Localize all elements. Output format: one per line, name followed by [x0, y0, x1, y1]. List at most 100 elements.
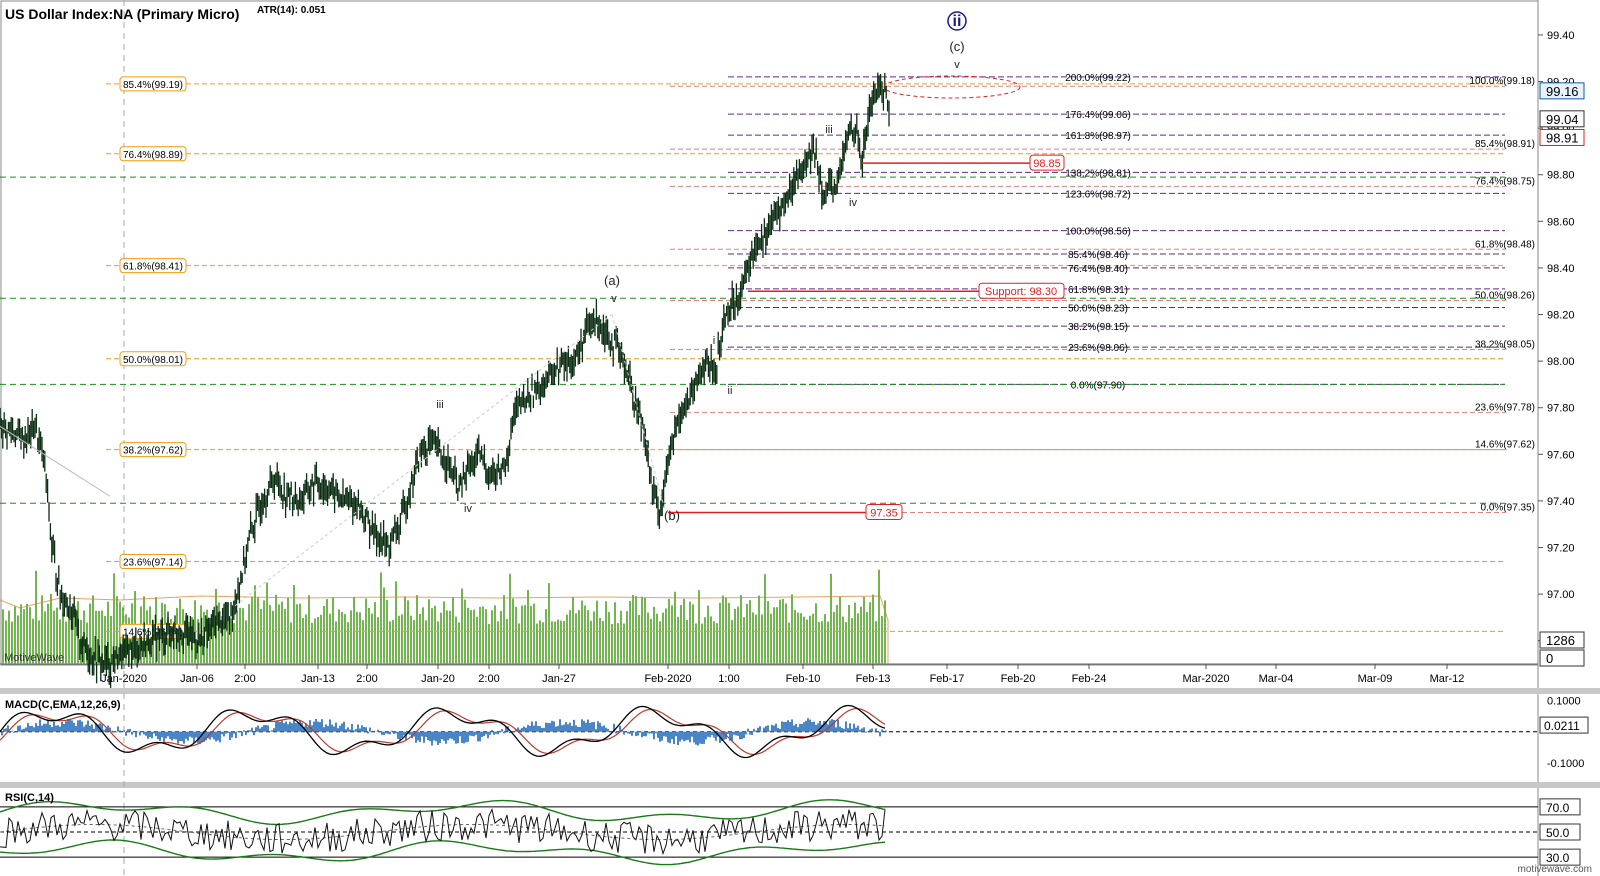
volume-bar	[860, 606, 862, 664]
volume-bar	[617, 623, 619, 664]
volume-bar	[47, 603, 49, 664]
volume-bar	[584, 605, 586, 664]
volume-bar	[20, 604, 22, 664]
volume-bar	[272, 610, 274, 664]
macd-last-value: 0.0211	[1544, 719, 1580, 733]
volume-bar	[587, 610, 589, 664]
volume-bar	[353, 596, 355, 664]
macd-title: MACD(C,EMA,12,26,9)	[5, 699, 121, 711]
volume-bar	[266, 582, 268, 664]
volume-bar	[248, 604, 250, 664]
volume-bar	[368, 607, 370, 664]
volume-bar	[875, 621, 877, 664]
volume-bar	[230, 618, 232, 664]
volume-bar	[296, 604, 298, 664]
volume-bar	[854, 602, 856, 664]
volume-bar	[446, 610, 448, 664]
volume-bar	[566, 614, 568, 664]
volume-bar	[620, 610, 622, 664]
volume-bar	[410, 615, 412, 664]
volume-bar	[389, 621, 391, 664]
volume-bar	[659, 621, 661, 664]
x-tick-label: Feb-20	[1001, 673, 1036, 685]
volume-bar	[845, 622, 847, 664]
wave-label: iii	[436, 399, 443, 411]
fib-label: 61.8%(98.41)	[123, 262, 183, 273]
volume-bar	[755, 614, 757, 664]
volume-bar	[551, 621, 553, 664]
volume-bar	[539, 620, 541, 664]
volume-bar	[332, 597, 334, 664]
volume-bar	[569, 610, 571, 664]
volume-bar	[611, 623, 613, 664]
volume-bar	[137, 623, 139, 664]
last-value-tag	[1539, 110, 1585, 128]
volume-bar	[839, 596, 841, 664]
volume-bar	[836, 605, 838, 664]
volume-bar	[416, 595, 418, 664]
volume-bar	[254, 585, 256, 664]
volume-bar	[554, 621, 556, 664]
volume-bar	[227, 621, 229, 664]
volume-bar	[383, 587, 385, 664]
volume-bar	[701, 623, 703, 664]
volume-bar	[56, 607, 58, 664]
macd-tick-label: -0.1000	[1547, 758, 1584, 770]
volume-bar	[422, 607, 424, 664]
green-levels	[0, 176, 1505, 504]
volume-bar	[542, 622, 544, 664]
volume-bar	[635, 596, 637, 664]
volume-bar	[218, 602, 220, 664]
fib-ext-label: 50.0%(98.23)	[1068, 304, 1128, 315]
volume-bar	[491, 610, 493, 664]
volume-bar	[53, 610, 55, 664]
fib-ext-label: 0.0%(97.90)	[1071, 380, 1125, 391]
volume-bar	[473, 609, 475, 664]
volume-bar	[641, 596, 643, 664]
volume-bar	[749, 600, 751, 664]
volume-bar	[23, 609, 25, 664]
volume-bar	[653, 606, 655, 664]
volume-bar	[515, 606, 517, 664]
volume-bar	[629, 601, 631, 664]
volume-bar	[260, 609, 262, 664]
fib-levels: 85.4%(99.19) 76.4%(98.89) 61.8%(98.41) 50.0…	[106, 73, 1535, 639]
volume-bar	[185, 615, 187, 664]
volume-bar	[440, 612, 442, 664]
fib-label-box	[119, 76, 187, 92]
macd-signal-line	[0, 707, 886, 756]
volume-bar	[8, 610, 10, 664]
volume-bar	[287, 597, 289, 664]
volume-bar	[797, 612, 799, 664]
volume-bar	[518, 623, 520, 664]
y-tick-label: 97.40	[1547, 496, 1575, 508]
volume-bar	[242, 608, 244, 664]
wave-label: iv	[464, 503, 472, 515]
volume-bar	[728, 602, 730, 664]
rsi-lower-band	[0, 839, 886, 866]
x-tick-label: Mar-12	[1430, 673, 1465, 685]
x-tick-label: Jan-2020	[101, 673, 147, 685]
volume-bar	[452, 597, 454, 664]
volume-bar	[638, 614, 640, 664]
volume-bar	[380, 572, 382, 664]
x-tick-label: Feb-24	[1072, 673, 1107, 685]
volume-bar	[320, 614, 322, 664]
volume-bar	[881, 616, 883, 664]
wave-label: iv	[849, 197, 857, 209]
volume-bar	[464, 599, 466, 664]
volume-bar	[338, 609, 340, 664]
rsi-line	[0, 807, 886, 856]
atr-readout: ATR(14): 0.051	[257, 5, 326, 16]
x-tick-label: Mar-09	[1358, 673, 1393, 685]
volume-bar	[71, 609, 73, 664]
volume-bar	[62, 613, 64, 664]
volume-bar	[323, 606, 325, 664]
x-tick-label: Feb-2020	[644, 673, 691, 685]
pane-separator[interactable]	[0, 782, 1600, 788]
support-label: 98.85	[1033, 158, 1061, 170]
pane-separator[interactable]	[0, 688, 1600, 694]
volume-bar	[719, 602, 721, 664]
volume-bar	[308, 595, 310, 664]
